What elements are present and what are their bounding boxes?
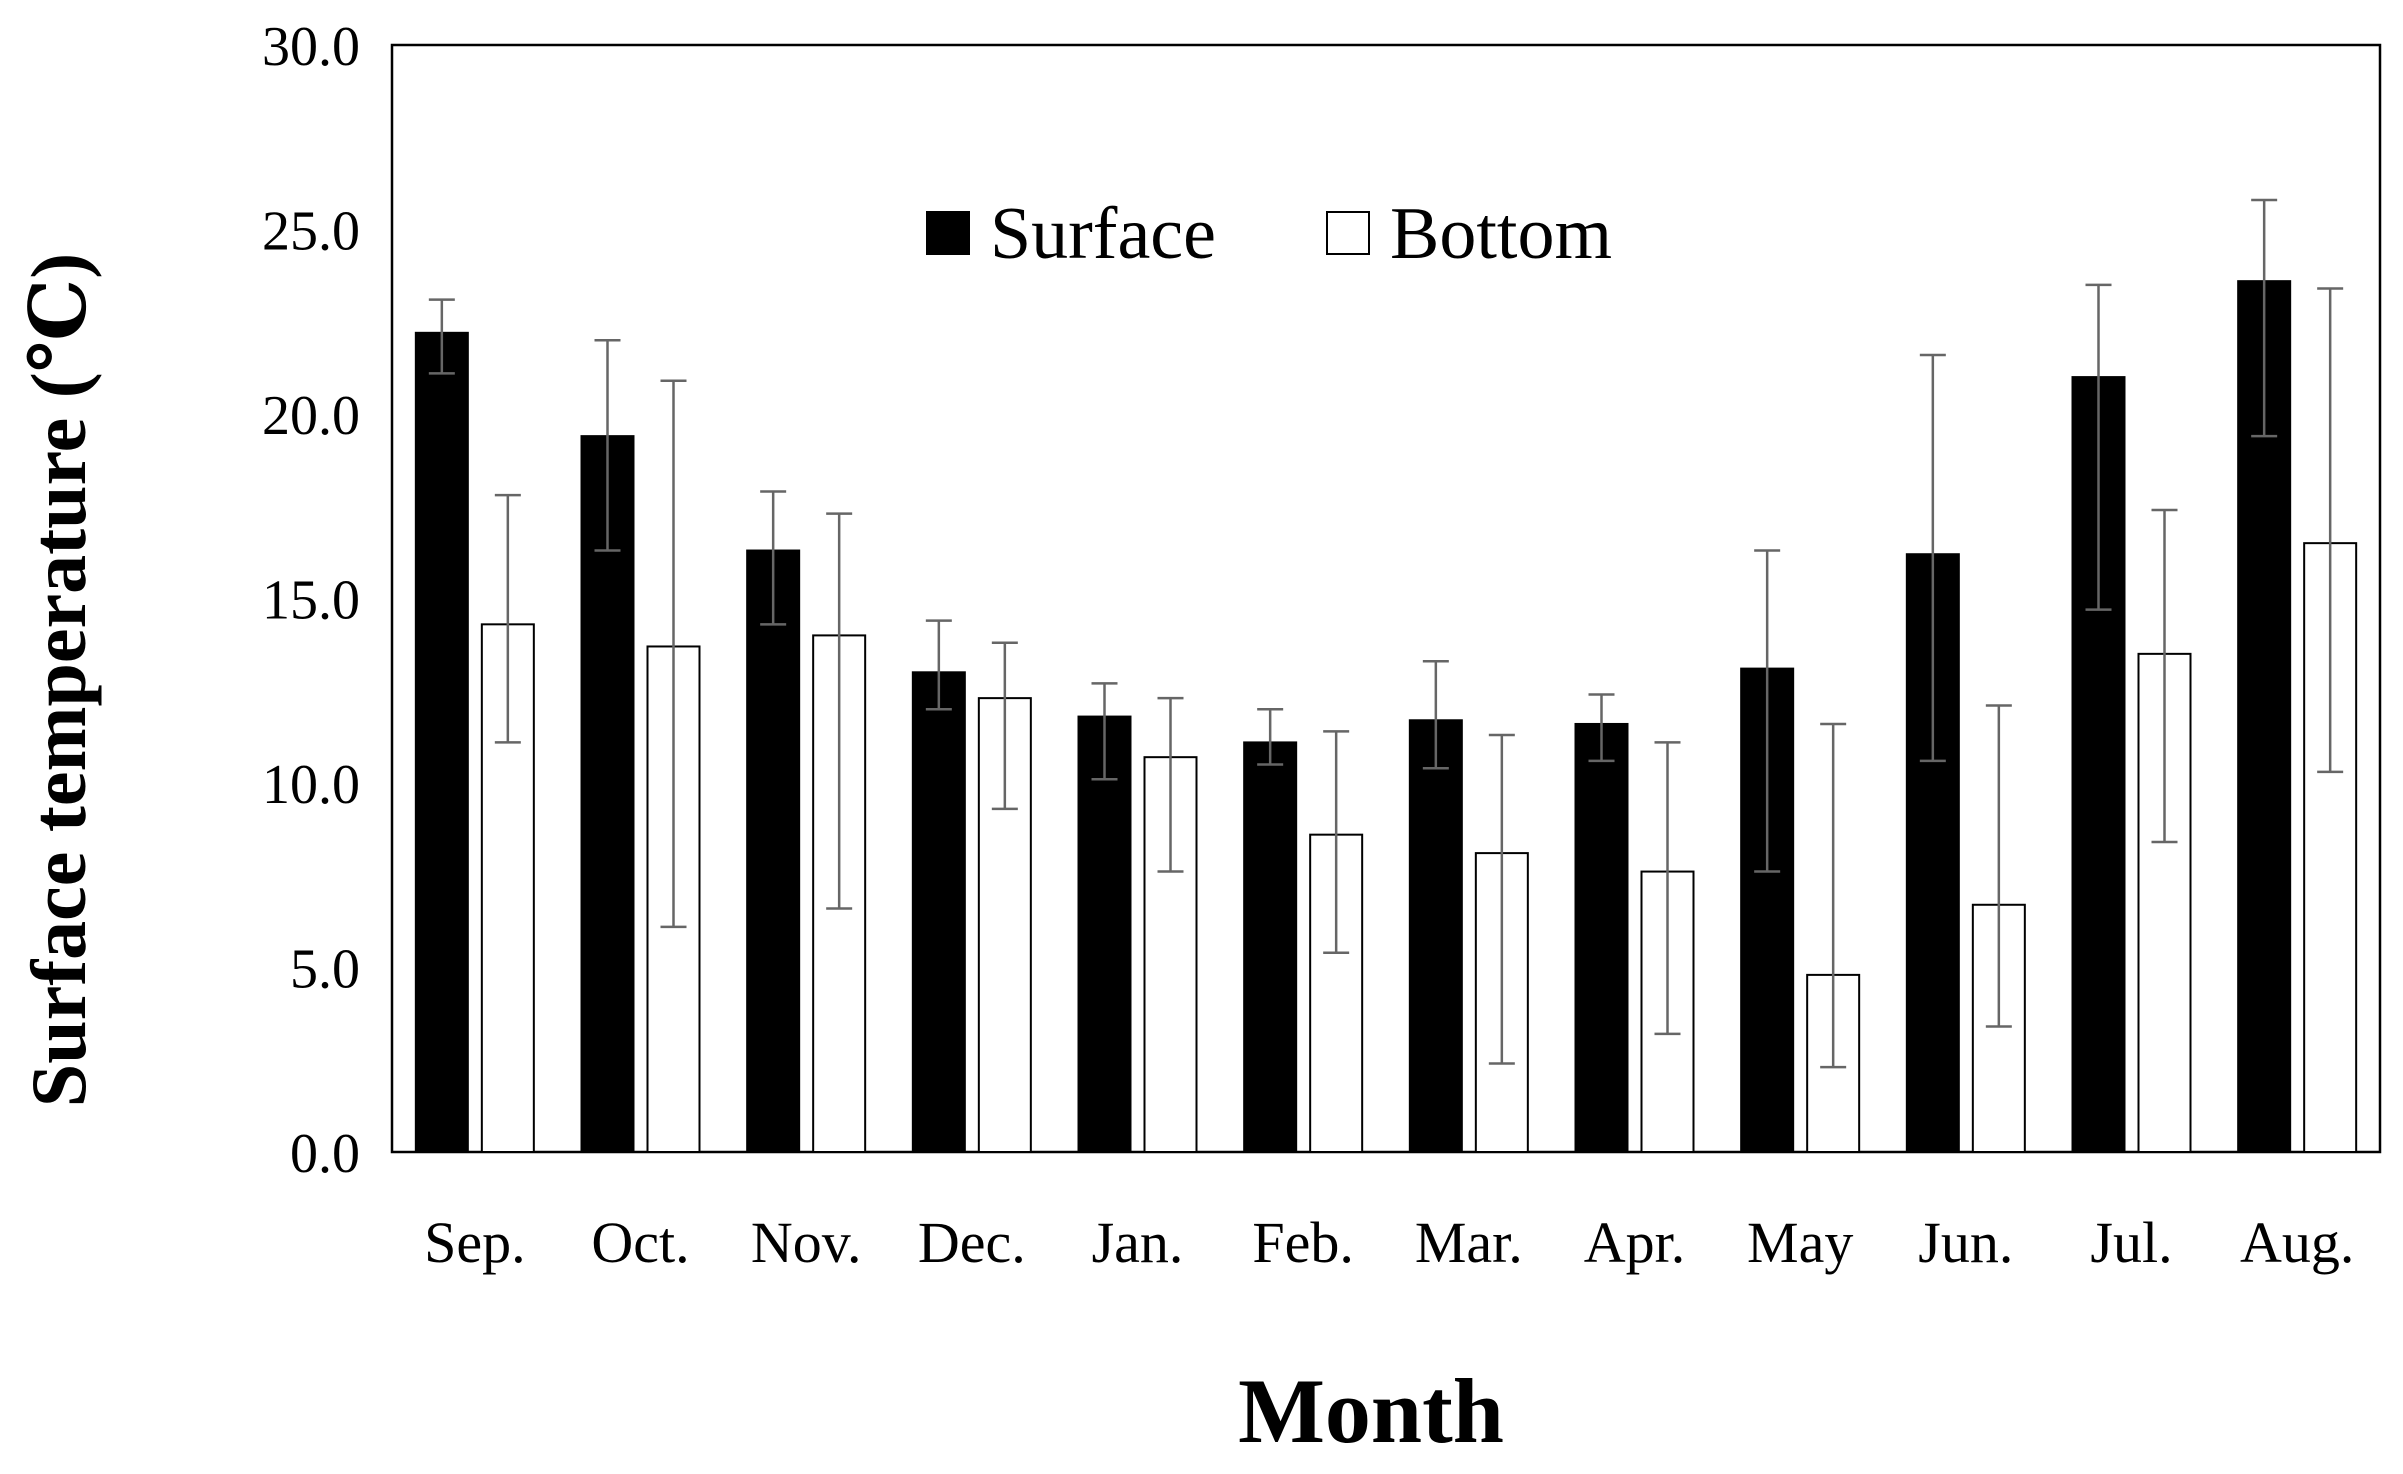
x-tick-label: Jul. xyxy=(2090,1210,2172,1275)
x-tick-label: Apr. xyxy=(1584,1210,1686,1275)
x-tick-label: Jun. xyxy=(1918,1210,2013,1275)
y-tick-label: 0.0 xyxy=(290,1123,360,1185)
y-tick-label: 5.0 xyxy=(290,939,360,1001)
legend-label-surface: Surface xyxy=(990,193,1216,275)
bar-surface xyxy=(1574,722,1629,1154)
bar-surface xyxy=(746,549,801,1153)
y-tick-label: 20.0 xyxy=(262,385,360,447)
legend-swatch-surface xyxy=(926,211,970,255)
x-tick-label: Sep. xyxy=(424,1210,526,1275)
bar-surface xyxy=(1077,715,1132,1154)
y-tick-label: 10.0 xyxy=(262,754,360,816)
x-tick-label: May xyxy=(1747,1210,1853,1275)
bar-surface xyxy=(580,435,635,1153)
x-tick-label: Oct. xyxy=(591,1210,689,1275)
y-tick-label: 15.0 xyxy=(262,570,360,632)
bar-surface xyxy=(414,331,469,1153)
x-tick-label: Nov. xyxy=(751,1210,862,1275)
bar-bottom xyxy=(2137,652,2192,1153)
plot-frame xyxy=(390,43,2382,1154)
x-tick-label: Feb. xyxy=(1252,1210,1354,1275)
legend-label-bottom: Bottom xyxy=(1390,193,1612,275)
x-tick-label: Mar. xyxy=(1415,1210,1523,1275)
bar-surface xyxy=(911,671,966,1153)
x-tick-label: Jan. xyxy=(1092,1210,1184,1275)
bar-surface xyxy=(1243,741,1298,1153)
y-tick-label: 30.0 xyxy=(262,16,360,78)
bar-surface xyxy=(1408,719,1463,1154)
legend-swatch-bottom xyxy=(1326,211,1370,255)
x-tick-label: Dec. xyxy=(918,1210,1026,1275)
x-tick-label: Aug. xyxy=(2240,1210,2354,1275)
y-tick-label: 25.0 xyxy=(262,201,360,263)
y-axis-title: Surface temperature (℃) xyxy=(15,253,102,1107)
x-axis-title: Month xyxy=(1238,1360,1504,1462)
